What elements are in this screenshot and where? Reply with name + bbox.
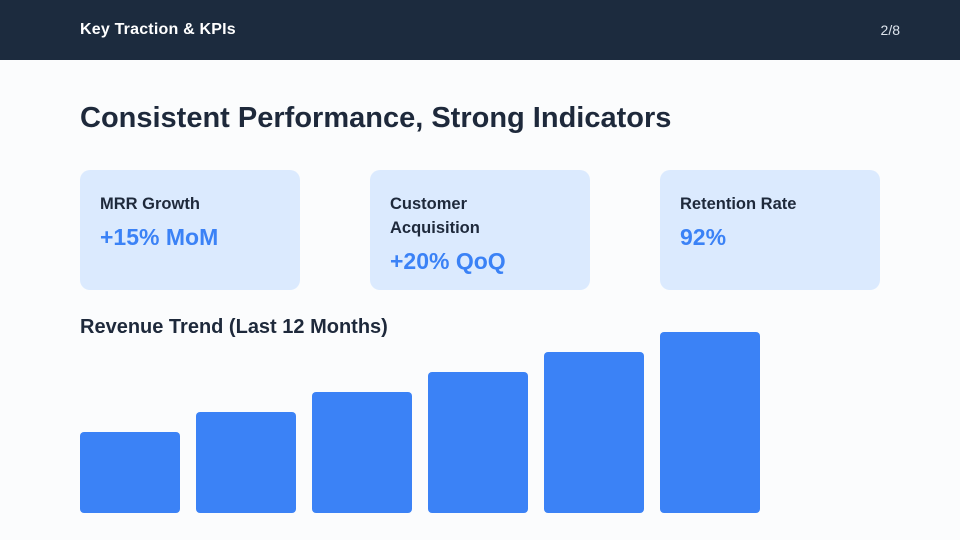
revenue-bar-chart [80, 332, 880, 513]
kpi-card-retention-rate: Retention Rate 92% [660, 170, 880, 290]
kpi-cards: MRR Growth +15% MoM Customer Acquisition… [80, 170, 880, 290]
slide-title: Consistent Performance, Strong Indicator… [80, 102, 672, 134]
revenue-bar [660, 332, 760, 513]
kpi-label: MRR Growth [100, 195, 200, 213]
revenue-bar [428, 372, 528, 513]
revenue-bar [544, 352, 644, 513]
slide-content: Consistent Performance, Strong Indicator… [0, 60, 960, 540]
kpi-value: +15% MoM [100, 224, 219, 250]
revenue-bar [80, 432, 180, 513]
kpi-label: Customer Acquisition [390, 195, 480, 237]
kpi-card-customer-acquisition: Customer Acquisition +20% QoQ [370, 170, 590, 290]
header-title: Key Traction & KPIs [80, 21, 236, 38]
slide-header: Key Traction & KPIs 2/8 [0, 0, 960, 60]
kpi-label: Retention Rate [680, 195, 797, 213]
page-indicator: 2/8 [880, 22, 900, 38]
kpi-value: +20% QoQ [390, 248, 506, 274]
kpi-card-mrr-growth: MRR Growth +15% MoM [80, 170, 300, 290]
kpi-value: 92% [680, 224, 727, 250]
revenue-bar [312, 392, 412, 513]
revenue-bar [196, 412, 296, 513]
chart-title: Revenue Trend (Last 12 Months) [80, 316, 388, 338]
